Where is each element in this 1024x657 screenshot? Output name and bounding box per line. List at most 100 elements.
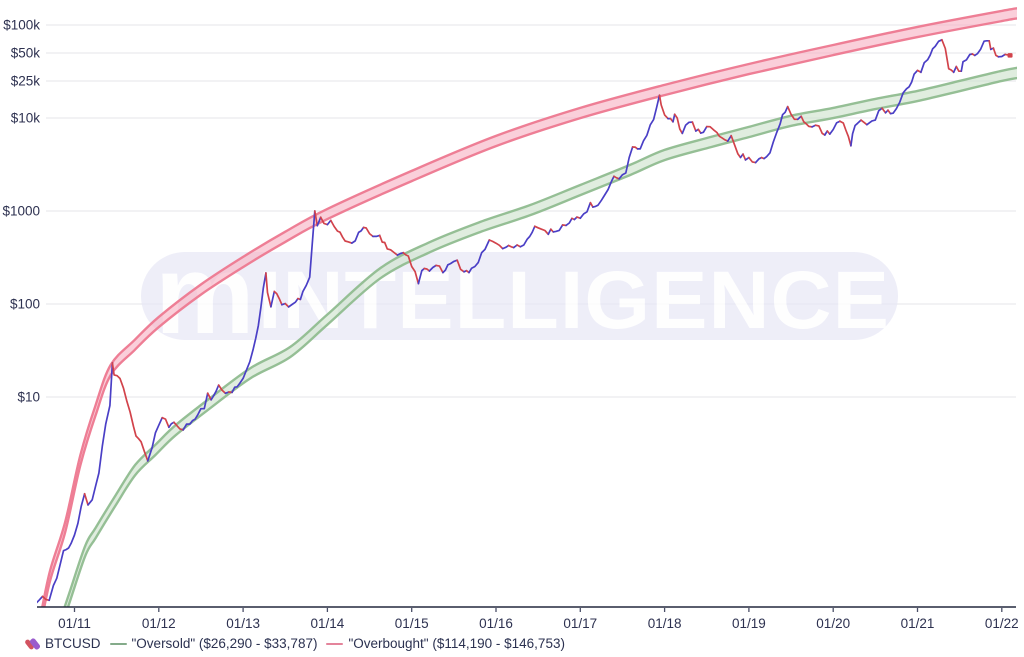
x-axis-label: 01/22 (985, 616, 1019, 631)
y-axis-label: $100 (10, 297, 40, 312)
price-line-segment (231, 272, 267, 394)
price-line-segment (992, 47, 1000, 58)
price-line-segment (754, 156, 763, 164)
legend-item-overbought[interactable]: "Overbought" ($114,190 - $146,753) (326, 636, 565, 651)
price-line-segment (378, 234, 399, 256)
legend-label-oversold: "Oversold" ($26,290 - $33,787) (131, 636, 318, 651)
price-line-segment (362, 226, 374, 238)
x-axis-label: 01/21 (901, 616, 935, 631)
price-line-segment (111, 362, 149, 462)
price-line-segment (920, 38, 943, 74)
price-line-segment (217, 384, 227, 395)
x-axis-label: 01/19 (732, 616, 766, 631)
band-area-overbought (42, 8, 1017, 607)
overbought-line-icon (326, 642, 344, 645)
price-line-segment (881, 107, 887, 114)
price-line-segment (592, 175, 615, 208)
x-axis-label: 01/20 (816, 616, 850, 631)
legend-label-btcusd: BTCUSD (45, 636, 101, 651)
x-axis-label: 01/18 (648, 616, 682, 631)
price-line-segment (889, 69, 919, 115)
price-line-segment (730, 134, 742, 159)
price-line-segment (428, 264, 437, 272)
price-line-segment (955, 65, 963, 73)
x-axis-label: 01/12 (142, 616, 176, 631)
price-line-segment (265, 272, 272, 308)
price-line-segment (814, 124, 826, 136)
y-axis-label: $1000 (2, 204, 40, 219)
x-axis-label: 01/15 (395, 616, 429, 631)
legend-item-oversold[interactable]: "Oversold" ($26,290 - $33,787) (109, 636, 318, 651)
price-line-segment (442, 259, 459, 274)
x-axis-label: 01/13 (226, 616, 260, 631)
price-line-segment (742, 153, 747, 161)
watermark-logo-m-icon: m (155, 232, 255, 357)
y-axis-label: $25k (11, 73, 41, 88)
price-line-segment (748, 156, 757, 164)
y-axis-label: $10k (11, 111, 41, 126)
price-line-segment (402, 251, 420, 285)
price-line-segment (319, 216, 329, 226)
price-line-segment (206, 392, 212, 401)
price-line-segment (456, 259, 465, 273)
price-line-segment (941, 38, 955, 74)
price-line-segment (828, 120, 841, 135)
price-line-segment (565, 217, 573, 227)
price-line-segment (658, 94, 669, 120)
price-line-segment (705, 125, 729, 142)
price-line-segment (552, 224, 564, 233)
price-line-segment (210, 384, 220, 401)
price-line-segment (468, 239, 491, 274)
price-line-segment (988, 39, 992, 51)
price-line-segment (850, 119, 862, 147)
price-line-segment (435, 264, 444, 274)
price-line-segment (960, 53, 974, 73)
price-line-segment (699, 125, 708, 134)
price-line-segment (839, 120, 852, 147)
price-line-segment (547, 228, 552, 236)
y-axis-label: $50k (11, 45, 41, 60)
price-line-segment (182, 392, 209, 431)
price-line-segment (519, 225, 536, 248)
watermark: m INTELLIGENCE (141, 232, 898, 357)
price-line-segment (800, 115, 813, 128)
price-line-segment (146, 416, 164, 462)
price-line-segment (866, 107, 883, 126)
price-line-segment (488, 239, 504, 250)
price-line-segment (350, 226, 365, 244)
x-axis-label: 01/11 (58, 616, 91, 631)
x-axis-label: 01/17 (563, 616, 597, 631)
band-edge-overbought (41, 7, 1017, 607)
price-line-segment (636, 94, 661, 150)
axes: 01/11 01/12 01/13 01/14 01/15 01/16 01/17 01/18… (37, 606, 1019, 631)
price-line-segment (507, 244, 515, 249)
y-axis-label: $100k (3, 18, 40, 33)
band-edge-oversold (66, 76, 1017, 607)
price-line-segment (417, 267, 426, 285)
legend-item-btcusd[interactable]: BTCUSD (24, 636, 101, 651)
price-line-segment (168, 421, 175, 429)
price-line-segment (173, 421, 185, 431)
price-line-segment (763, 105, 789, 160)
price-line-segment (287, 297, 299, 308)
price-series (37, 38, 1013, 604)
price-line-segment (313, 210, 319, 227)
price-line-segment (501, 244, 510, 250)
price-last-point-marker (1007, 53, 1013, 58)
price-line-segment (533, 225, 550, 236)
price-line-segment (673, 113, 684, 135)
price-line-segment (579, 201, 592, 220)
watermark-text: INTELLIGENCE (258, 255, 890, 346)
price-line-segment (329, 219, 353, 244)
price-line-segment (681, 121, 694, 135)
price-line-segment (618, 146, 634, 180)
price-line-segment (860, 119, 868, 126)
price-line-segment (613, 175, 620, 180)
price-line-segment (87, 362, 114, 506)
x-axis-label: 01/14 (311, 616, 345, 631)
candlestick-icon (24, 636, 42, 651)
price-line-segment (691, 121, 697, 132)
price-line-segment (372, 234, 381, 238)
price-line-segment (631, 146, 639, 150)
